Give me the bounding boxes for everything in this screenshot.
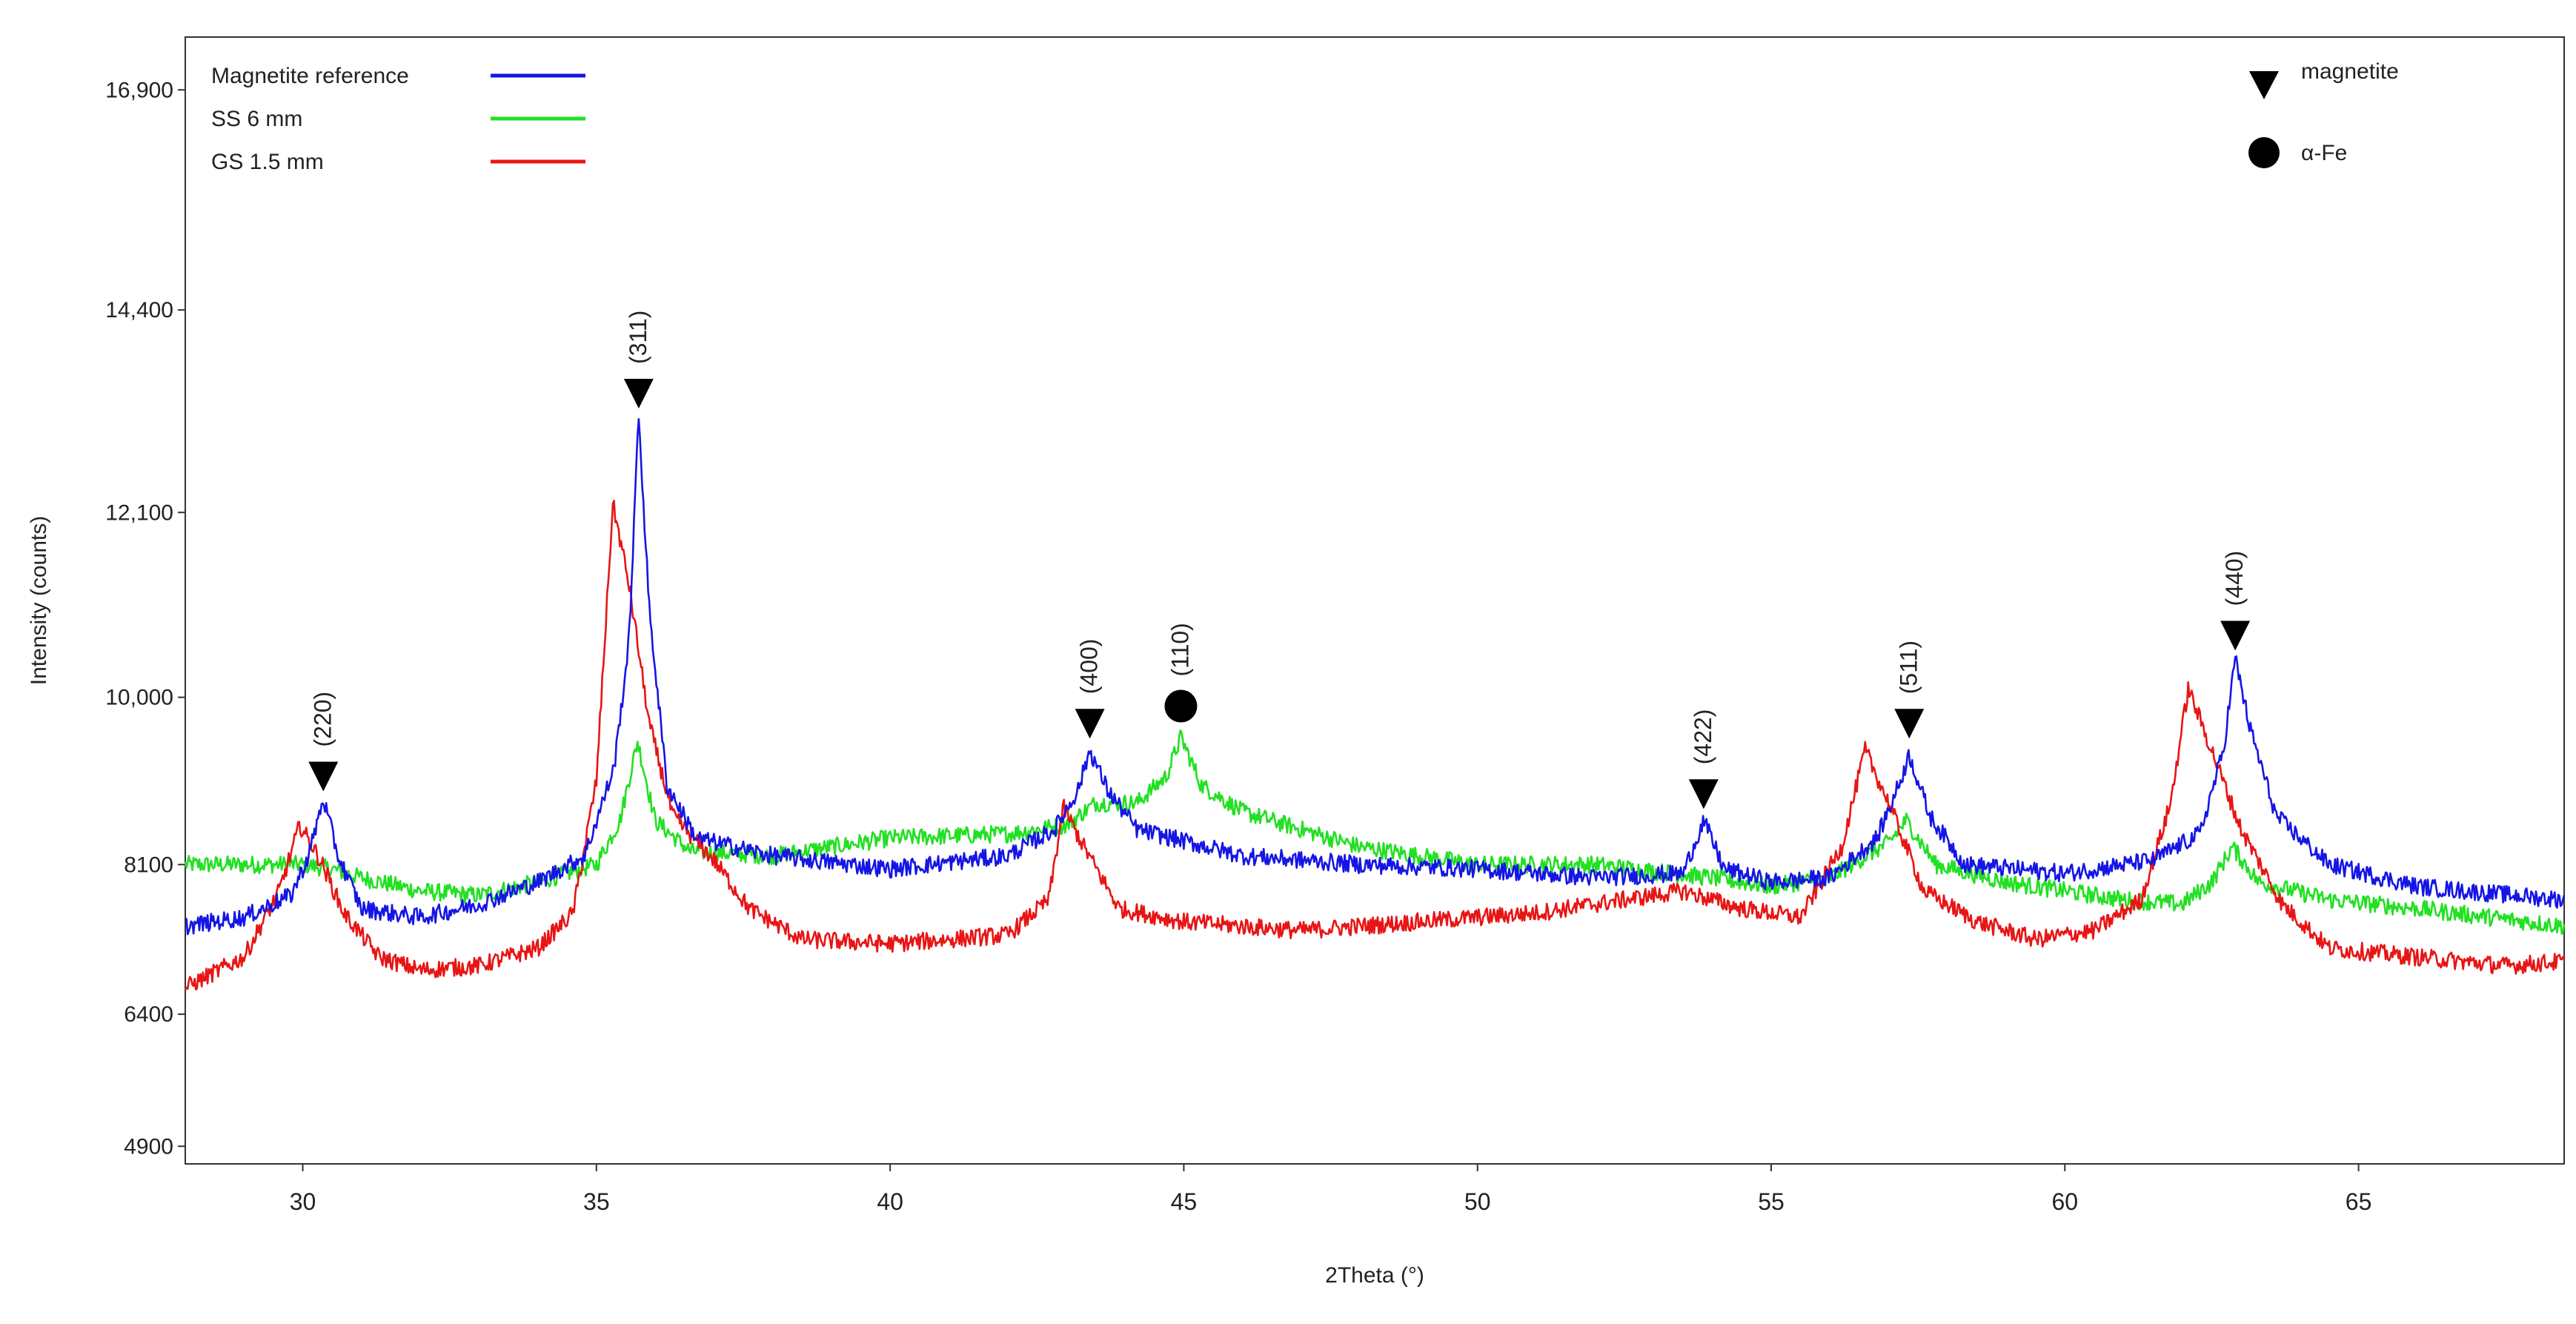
x-tick-label: 45 <box>1171 1188 1198 1215</box>
y-tick-label: 8100 <box>124 853 173 877</box>
x-tick-label: 35 <box>583 1188 610 1215</box>
marker-legend-label: magnetite <box>2301 59 2399 84</box>
y-axis-ticks: 4900 6400 8100 10,000 12,100 14,400 16,900 <box>105 78 185 1159</box>
peak-label: (400) <box>1076 639 1103 695</box>
x-axis-ticks: 30 35 40 45 50 55 60 65 <box>290 1164 2372 1215</box>
peak-triangle-marker <box>1894 709 1925 739</box>
series-line-1 <box>185 418 2566 936</box>
chart-axes <box>185 36 2565 1165</box>
x-tick-label: 30 <box>290 1188 316 1215</box>
peak-label: (311) <box>625 311 651 364</box>
peak-label: (110) <box>1166 623 1193 676</box>
peak-label: (220) <box>309 692 336 747</box>
x-tick-label: 50 <box>1464 1188 1491 1215</box>
peak-triangle-marker <box>1688 779 1719 810</box>
plot-frame <box>185 36 2565 1165</box>
y-tick-label: 10,000 <box>105 686 173 710</box>
peak-annotations: (220) (311) (400) (110) (422) (511) (440) <box>308 311 2251 810</box>
y-tick-label: 16,900 <box>105 78 173 102</box>
x-tick-label: 65 <box>2346 1188 2372 1215</box>
x-tick-label: 55 <box>1758 1188 1785 1215</box>
peak-triangle-marker <box>2220 620 2251 651</box>
series-line-2 <box>184 729 2566 936</box>
legend-label: GS 1.5 mm <box>211 150 324 174</box>
peak-triangle-marker <box>623 378 654 408</box>
peak-label: (422) <box>1690 709 1716 765</box>
x-tick-label: 60 <box>2051 1188 2078 1215</box>
legend-label: Magnetite reference <box>211 64 409 88</box>
marker-legend: magnetite α-Fe <box>2248 59 2399 168</box>
marker-legend-label: α-Fe <box>2301 141 2347 165</box>
peak-label: (511) <box>1895 641 1922 694</box>
y-tick-label: 6400 <box>124 1002 173 1027</box>
marker-legend-triangle <box>2249 71 2279 99</box>
x-axis-title: 2Theta (°) <box>1325 1263 1424 1288</box>
y-tick-label: 12,100 <box>105 500 173 525</box>
peak-circle-marker <box>1164 689 1198 723</box>
y-axis-title: Intensity (counts) <box>27 516 51 685</box>
peak-triangle-marker <box>308 761 339 792</box>
marker-legend-circle <box>2248 137 2280 168</box>
legend-label: SS 6 mm <box>211 107 302 131</box>
series-legend: Magnetite reference SS 6 mm GS 1.5 mm <box>211 64 585 174</box>
series-line-3 <box>184 500 2566 991</box>
series-layer <box>184 418 2566 991</box>
peak-triangle-marker <box>1075 709 1105 739</box>
y-tick-label: 4900 <box>124 1134 173 1159</box>
y-tick-label: 14,400 <box>105 298 173 322</box>
x-tick-label: 40 <box>877 1188 903 1215</box>
peak-label: (440) <box>2221 551 2248 606</box>
